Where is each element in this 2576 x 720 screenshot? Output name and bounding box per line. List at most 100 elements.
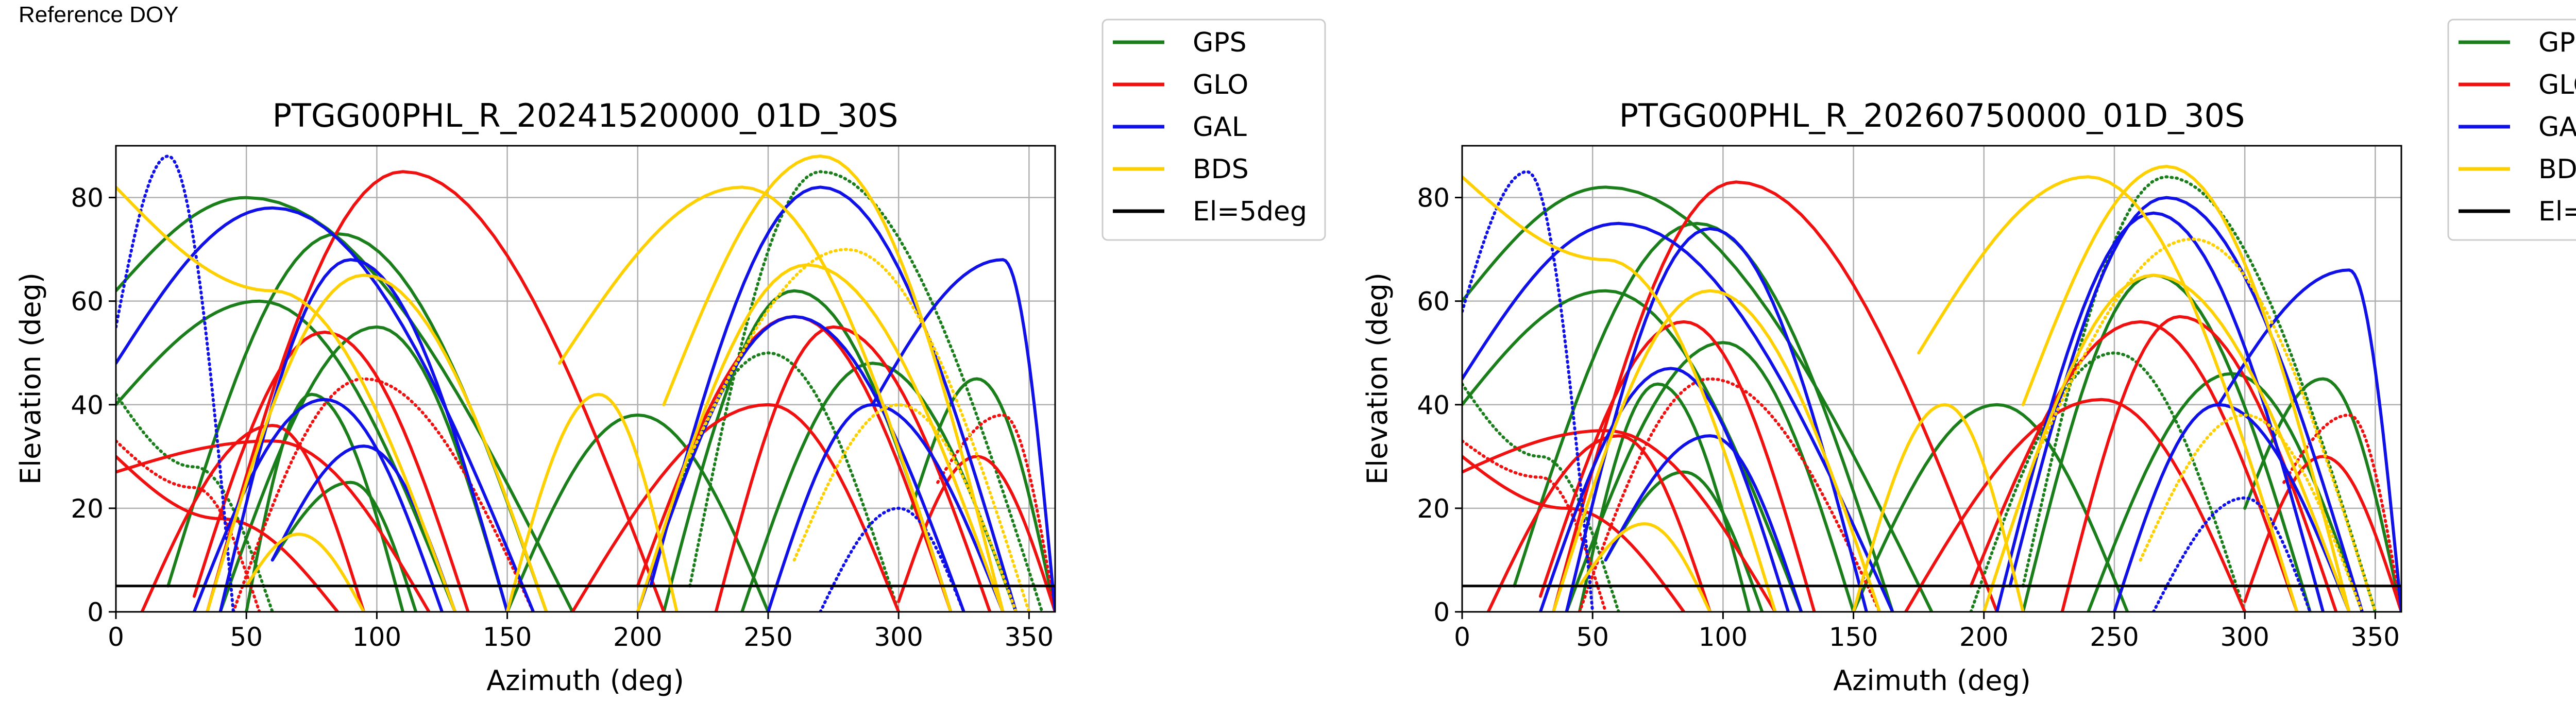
chart-2-gps-track [1513, 221, 1894, 612]
chart-2-x-tick-label: 100 [1699, 622, 1748, 652]
chart-2-glo-track [1969, 320, 2299, 612]
chart-2-gal-track [1538, 367, 1790, 612]
chart-2-series [1462, 165, 2401, 612]
chart-1-x-tick-label: 200 [613, 622, 662, 652]
chart-1-glo-track [206, 170, 666, 612]
chart-1-y-axis-label: Elevation (deg) [14, 272, 47, 485]
chart-1-gal-track [649, 185, 1018, 612]
chart-2-x-tick-label: 50 [1576, 622, 1609, 652]
chart-1-y-tick-label: 40 [71, 390, 104, 420]
chart-2-bds-track [1917, 175, 2299, 612]
chart-2-x-tick-label: 350 [2351, 622, 2400, 652]
chart-2-gal-track [2217, 268, 2401, 612]
chart-1-legend-gal-label: GAL [1193, 112, 1247, 143]
chart-2-x-tick-label: 250 [2090, 622, 2139, 652]
chart-2-bds-track [2035, 237, 2377, 612]
chart-1-legend: GPS GLO GAL BDS El=5deg [1101, 19, 1326, 241]
chart-2-bds-track [1578, 522, 1712, 612]
chart-1-plot-frame [115, 145, 1056, 613]
chart-1-gps-track [505, 413, 770, 612]
chart-1-gps-track [245, 392, 404, 612]
chart-1-glo-track [116, 439, 261, 612]
chart-2-x-axis-label: Azimuth (deg) [1833, 664, 2031, 697]
chart-2-y-tick-label: 0 [1433, 597, 1450, 627]
chart-2-y-tick-label: 80 [1417, 183, 1450, 213]
chart-1-plot-background [116, 146, 1055, 612]
chart-1-glo-track [714, 325, 992, 612]
chart-2-glo-track [1552, 180, 1999, 612]
chart-1-legend-box [1101, 19, 1326, 241]
chart-2-bds-track [2021, 165, 2351, 612]
chart-1-gps-track [270, 481, 418, 612]
chart-2-bds-track [1552, 289, 1882, 612]
chart-2-gal-track [1462, 170, 1595, 612]
chart-1-title: PTGG00PHL_R_20241520000_01D_30S [273, 97, 899, 134]
chart-1: PTGG00PHL_R_20241520000_01D_30S 0 50 100 15… [14, 19, 1326, 697]
chart-1-gps-track [636, 351, 901, 612]
chart-2-bds-track [1462, 175, 1777, 612]
chart-2-glo-track [1904, 398, 2247, 612]
chart-1-bds-track [505, 392, 679, 612]
chart-2-x-tick-label: 200 [1959, 622, 2008, 652]
chart-1-y-tick-label: 60 [71, 287, 104, 317]
chart-1-gps-track [116, 196, 574, 612]
chart-2-glo-track [1462, 455, 1686, 612]
chart-1-bds-track [688, 248, 1031, 612]
chart-1-bds-track [245, 533, 366, 612]
chart-1-glo-track [140, 423, 366, 612]
chart-2-glo-track [1578, 377, 1882, 612]
chart-1-x-tick-label: 100 [352, 622, 401, 652]
chart-1-gal-track [871, 258, 1055, 612]
chart-2-gps-track [1604, 470, 1764, 612]
chart-2-legend-box [2447, 19, 2576, 241]
chart-2-legend: GPS GLO GAL BDS El=5deg [2447, 19, 2576, 241]
chart-2-title: PTGG00PHL_R_20260750000_01D_30S [1619, 97, 2245, 134]
chart-1-gps-track [218, 325, 509, 612]
chart-2-gps-track [1462, 185, 1934, 612]
chart-1-x-tick-label: 0 [108, 622, 124, 652]
chart-1-gal-track [116, 206, 535, 612]
chart-2-gal-track [1995, 211, 2325, 612]
chart-1-legend-gps-label: GPS [1193, 27, 1247, 58]
chart-2-bds-track [1982, 273, 2351, 612]
chart-2-bds-track [1852, 403, 2025, 612]
chart-2-gps-track [1969, 351, 2247, 612]
chart-1-x-axis-label: Azimuth (deg) [486, 664, 684, 697]
chart-2-gal-track [1462, 221, 1894, 612]
chart-2-x-tick-label: 150 [1829, 622, 1878, 652]
chart-1-gal-track [636, 315, 965, 612]
chart-2-gps-track [1565, 341, 1855, 612]
chart-1-glo-track [231, 377, 535, 612]
chart-1-bds-track [662, 155, 1005, 612]
chart-1-x-tick-label: 150 [483, 622, 532, 652]
chart-2-legend-bds-label: BDS [2538, 154, 2576, 185]
chart-1-y-tick-label: 20 [71, 494, 104, 524]
chart-2-plot-background [1462, 146, 2401, 612]
chart-1-gal-track [116, 154, 235, 612]
chart-2-gal-track [1604, 434, 1803, 612]
reference-doy-label: Reference DOY [19, 2, 179, 27]
chart-1-series [116, 154, 1055, 612]
chart-2-gal-track [2151, 496, 2312, 612]
chart-1-legend-bds-label: BDS [1193, 154, 1249, 185]
chart-2-y-tick-label: 20 [1417, 494, 1450, 524]
chart-2-plot-frame [1461, 145, 2402, 613]
chart-2-legend-glo-label: GLO [2538, 70, 2576, 100]
chart-1-x-tick-label: 50 [230, 622, 263, 652]
chart-2: PTGG00PHL_R_20260750000_01D_30S 0 50 100 15… [1361, 19, 2576, 697]
chart-2-y-axis-label: Elevation (deg) [1361, 272, 1394, 485]
chart-1-legend-el5deg-label: El=5deg [1193, 196, 1307, 227]
chart-1-x-tick-label: 300 [874, 622, 923, 652]
chart-2-x-ticks: 0 50 100 150 200 250 300 350 [1454, 612, 2400, 652]
chart-1-gps-track [740, 362, 1018, 612]
chart-2-gps-track [1578, 382, 1751, 612]
chart-1-x-tick-label: 350 [1005, 622, 1054, 652]
chart-1-gps-track [688, 170, 1044, 612]
chart-2-y-ticks: 0 20 40 60 80 [1417, 183, 1462, 627]
chart-2-x-tick-label: 0 [1454, 622, 1470, 652]
chart-1-bds-track [206, 273, 548, 612]
chart-1-gal-track [218, 258, 509, 612]
chart-2-gps-track [1462, 382, 1620, 612]
chart-2-glo-track [1486, 434, 1712, 612]
